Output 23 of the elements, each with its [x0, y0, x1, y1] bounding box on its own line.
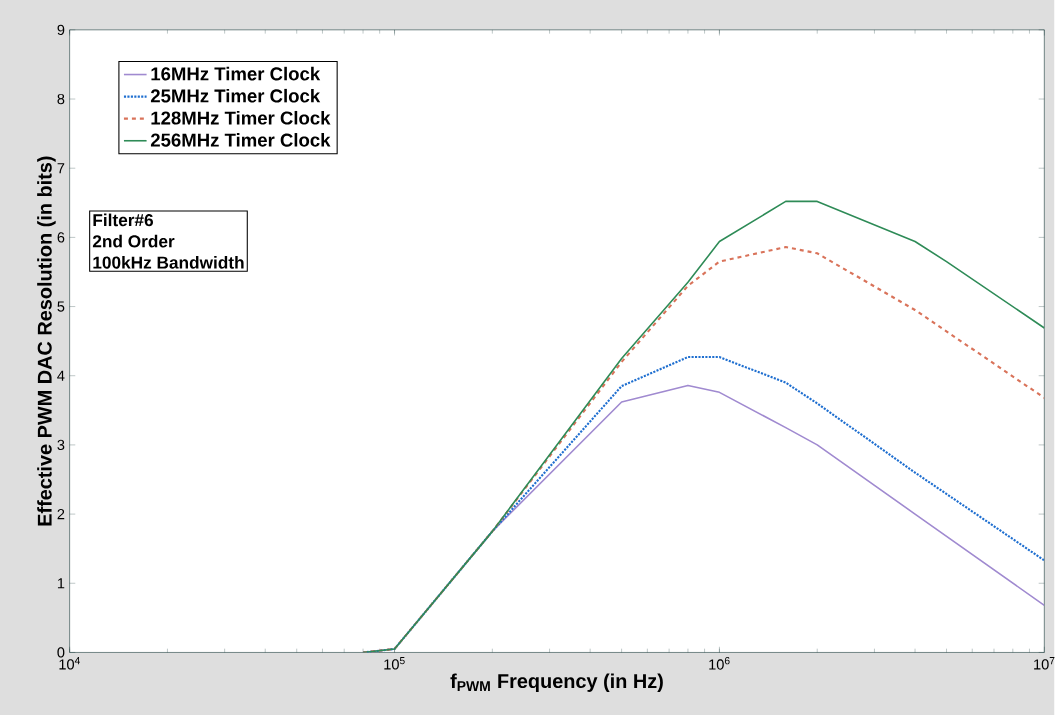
- y-tick-label: 2: [57, 508, 65, 520]
- y-tick-label: 9: [57, 24, 65, 35]
- annotation: Filter#6: [93, 213, 154, 227]
- annotation: 100kHz Bandwidth: [93, 255, 244, 269]
- y-tick-label: 6: [57, 232, 65, 243]
- y-tick-label: 1: [57, 578, 65, 589]
- y-tick-label: 8: [57, 93, 65, 105]
- legend-label: 256MHz Timer Clock: [150, 132, 331, 147]
- x-tick-label: 10$^{6}$: [709, 657, 730, 670]
- y-tick-label: 7: [57, 163, 65, 174]
- x-axis-title: f$_{PWM}$ Frequency (in Hz): [450, 673, 663, 692]
- annotation: 2nd Order: [92, 234, 175, 248]
- y-tick-label: 3: [57, 439, 65, 451]
- y-axis-title: Effective PWM DAC Resolution (in bits): [37, 156, 56, 526]
- y-tick-label: 4: [57, 370, 65, 381]
- y-tick-label: 0: [57, 647, 65, 658]
- x-tick-label: 10$^{7}$: [1034, 657, 1055, 670]
- x-tick-label: 10$^{4}$: [59, 657, 80, 670]
- legend-label: 128MHz Timer Clock: [151, 110, 331, 125]
- x-tick-label: 10$^{5}$: [384, 657, 405, 670]
- y-tick-label: 5: [57, 301, 65, 312]
- legend-label: 25MHz Timer Clock: [150, 88, 321, 103]
- legend-label: 16MHz Timer Clock: [151, 66, 321, 81]
